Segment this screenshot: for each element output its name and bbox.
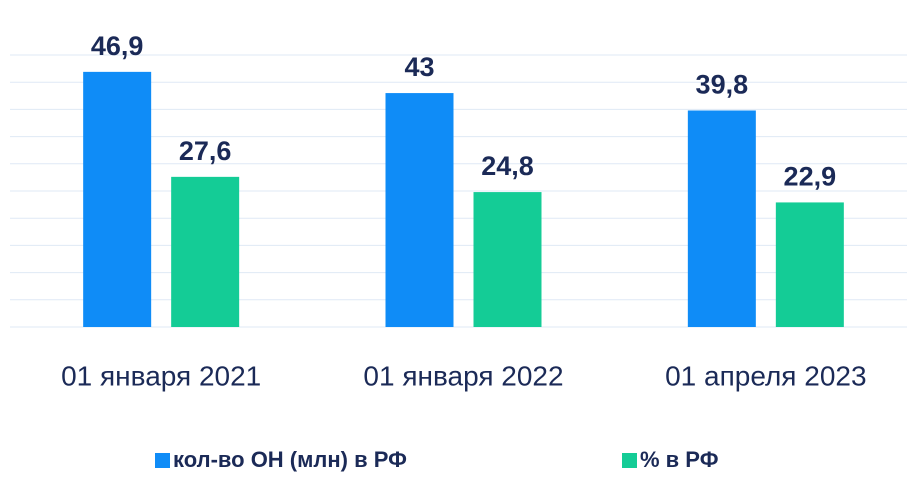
x-tick-label: 01 января 2021	[61, 360, 261, 391]
bar	[171, 176, 240, 327]
legend-label: % в РФ	[640, 447, 719, 472]
bar	[83, 71, 152, 327]
data-label: 22,9	[784, 162, 837, 192]
bar	[775, 202, 844, 327]
legend-label: кол-во ОН (млн) в РФ	[173, 447, 407, 472]
data-label: 27,6	[179, 136, 232, 166]
legend-swatch	[155, 453, 170, 468]
data-label: 46,9	[91, 31, 144, 61]
x-tick-label: 01 января 2022	[363, 360, 563, 391]
legend-swatch	[622, 453, 637, 468]
data-label: 39,8	[696, 70, 749, 100]
data-label: 24,8	[481, 151, 534, 181]
bar	[687, 110, 756, 327]
bar	[385, 93, 454, 327]
x-tick-label: 01 апреля 2023	[665, 360, 866, 391]
data-label: 43	[404, 52, 434, 82]
bar	[473, 192, 542, 327]
